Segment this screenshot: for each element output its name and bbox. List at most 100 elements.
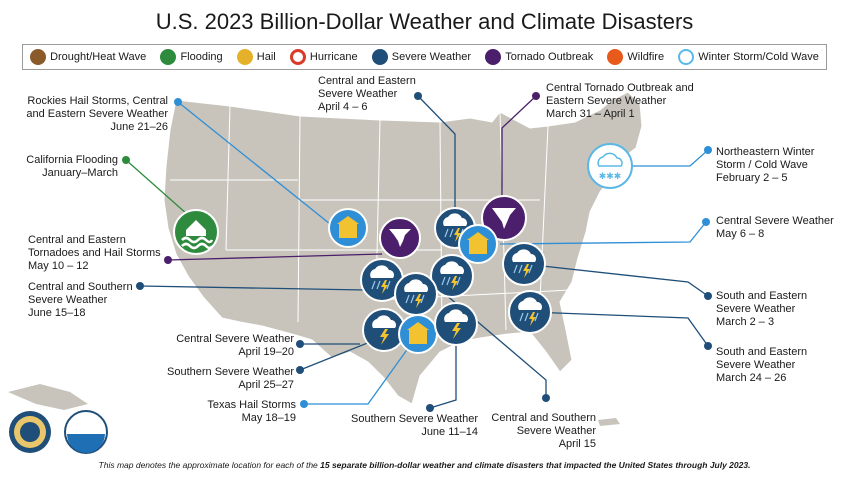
severe-weather-marker-southern-april — [394, 272, 438, 316]
label-se-march24: South and Eastern Severe Weather March 2… — [716, 346, 836, 385]
severe-weather-marker-se-march2 — [502, 242, 546, 286]
legend-item-tornado: Tornado Outbreak — [485, 49, 593, 65]
label-central-april: Central Severe Weather April 19–20 — [160, 333, 294, 359]
legend-item-hail: Hail — [236, 49, 276, 65]
label-winter: Northeastern Winter Storm / Cold Wave Fe… — [716, 146, 836, 185]
leader-se-march2 — [523, 263, 709, 297]
label-line: Central Tornado Outbreak and — [546, 82, 694, 94]
label-line: April 4 – 6 — [318, 101, 368, 113]
alaska-shape — [8, 384, 88, 410]
label-line: Central and Eastern — [318, 75, 416, 87]
label-line: June 21–26 — [110, 121, 169, 133]
label-southern-june: Southern Severe Weather June 11–14 — [334, 413, 478, 439]
label-line: California Flooding — [26, 154, 118, 166]
severe-weather-icon — [371, 49, 388, 65]
legend-item-winter: Winter Storm/Cold Wave — [678, 49, 819, 65]
label-line: Severe Weather — [716, 359, 796, 371]
drought-icon — [30, 49, 47, 65]
label-line: Storm / Cold Wave — [716, 159, 808, 171]
label-tornado-may: Central and Eastern Tornadoes and Hail S… — [28, 234, 178, 273]
label-texas-hail: Texas Hail Storms May 18–19 — [160, 399, 296, 425]
winter-storm-marker: ✱✱✱ — [587, 143, 633, 189]
legend: Drought/Heat Wave Flooding Hail Hurrican… — [22, 44, 827, 70]
label-tornado-march: Central Tornado Outbreak and Eastern Sev… — [546, 82, 706, 121]
leader-central-may — [499, 221, 707, 245]
label-line: Rockies Hail Storms, Central — [27, 95, 168, 107]
flooding-marker-california — [173, 209, 219, 255]
label-line: Central Severe Weather — [716, 215, 834, 227]
label-line: April 19–20 — [238, 346, 294, 358]
noaa-logo: NOAA — [64, 410, 108, 454]
legend-label: Winter Storm/Cold Wave — [698, 51, 819, 63]
label-line: March 31 – April 1 — [546, 108, 635, 120]
label-line: April 15 — [558, 438, 596, 450]
label-line: Texas Hail Storms — [207, 399, 296, 411]
legend-item-wildfire: Wildfire — [607, 49, 664, 65]
leader-california — [125, 159, 197, 223]
leader-se-march24 — [529, 311, 709, 347]
map-title: U.S. 2023 Billion-Dollar Weather and Cli… — [155, 9, 694, 34]
legend-label: Hail — [256, 51, 276, 63]
footer-prefix: This map denotes the approximate locatio… — [98, 460, 321, 470]
footer-bold: 15 separate billion-dollar weather and c… — [320, 460, 751, 470]
label-se-march2: South and Eastern Severe Weather March 2… — [716, 290, 836, 329]
leader-dots — [122, 92, 712, 412]
severe-weather-marker-southern-june — [434, 302, 478, 346]
label-line: April 25–27 — [238, 379, 294, 391]
label-line: Central and Southern — [491, 412, 596, 424]
label-central-south-april15: Central and Southern Severe Weather Apri… — [474, 412, 596, 451]
svg-text:NOAA: NOAA — [73, 426, 100, 436]
label-southern-april: Southern Severe Weather April 25–27 — [150, 366, 294, 392]
legend-label: Drought/Heat Wave — [50, 51, 147, 63]
flooding-icon — [160, 49, 177, 65]
label-line: South and Eastern — [716, 290, 808, 302]
label-line: Southern Severe Weather — [167, 366, 294, 378]
label-california: California Flooding January–March — [14, 154, 118, 180]
label-line: May 10 – 12 — [28, 260, 89, 272]
tornado-marker-may — [379, 217, 421, 259]
leader-central-south-june — [139, 285, 366, 291]
label-line: January–March — [42, 167, 118, 179]
label-line: March 2 – 3 — [716, 316, 775, 328]
legend-label: Hurricane — [309, 51, 358, 63]
legend-label: Tornado Outbreak — [505, 51, 594, 63]
legend-label: Flooding — [180, 51, 223, 63]
leader-southern-june — [429, 326, 457, 409]
label-central-south-june: Central and Southern Severe Weather June… — [28, 281, 148, 320]
legend-label: Wildfire — [627, 51, 665, 63]
label-line: South and Eastern — [716, 346, 808, 358]
label-line: Tornadoes and Hail Storms — [28, 247, 161, 259]
winter-storm-icon — [678, 49, 695, 65]
puerto-rico-shape — [598, 418, 620, 426]
label-line: Eastern Severe Weather — [546, 95, 667, 107]
severe-weather-marker-central-south-april15 — [430, 254, 474, 298]
doc-seal-logo — [9, 411, 51, 453]
legend-item-flooding: Flooding — [160, 49, 223, 65]
label-line: June 15–18 — [28, 307, 86, 319]
wildfire-icon — [607, 49, 624, 65]
label-line: Severe Weather — [516, 425, 596, 437]
label-rockies: Rockies Hail Storms, Central and Eastern… — [14, 95, 168, 134]
label-line: Severe Weather — [28, 294, 108, 306]
leader-rockies — [177, 101, 341, 233]
severe-weather-marker-se-march24 — [508, 290, 552, 334]
label-line: February 2 – 5 — [716, 172, 788, 184]
tornado-icon — [485, 49, 502, 65]
svg-text:✱✱✱: ✱✱✱ — [599, 172, 622, 182]
label-central-eastern-april: Central and Eastern Severe Weather April… — [318, 75, 428, 114]
legend-item-drought: Drought/Heat Wave — [30, 49, 146, 65]
label-line: Central Severe Weather — [176, 333, 294, 345]
legend-label: Severe Weather — [391, 51, 472, 63]
label-line: Southern Severe Weather — [351, 413, 478, 425]
label-line: June 11–14 — [421, 426, 478, 438]
leader-texas-hail — [304, 339, 415, 405]
hurricane-icon — [289, 49, 306, 65]
label-line: Severe Weather — [318, 88, 398, 100]
leader-tornado-may — [167, 253, 383, 261]
label-line: Severe Weather — [716, 303, 796, 315]
leader-winter — [618, 149, 709, 167]
label-line: Northeastern Winter — [716, 146, 815, 158]
hail-marker-central-may — [458, 224, 498, 264]
legend-item-hurricane: Hurricane — [289, 49, 358, 65]
